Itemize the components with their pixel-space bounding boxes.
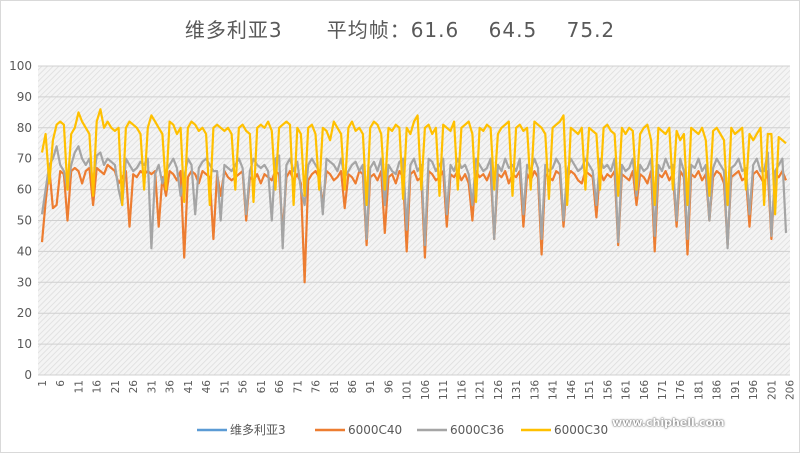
x-tick-label: 36 xyxy=(165,380,177,394)
x-tick-label: 151 xyxy=(584,380,596,400)
series-line-6000C30 xyxy=(40,108,787,216)
x-tick-label: 66 xyxy=(274,380,286,394)
x-tick-label: 91 xyxy=(365,380,377,393)
y-tick-label: 50 xyxy=(17,214,32,228)
x-tick-label: 51 xyxy=(219,380,231,393)
x-tick-label: 96 xyxy=(383,380,395,394)
legend-label: 6000C40 xyxy=(348,423,402,437)
x-tick-label: 11 xyxy=(73,380,85,393)
y-tick-label: 40 xyxy=(17,244,32,258)
x-tick-label: 146 xyxy=(566,380,578,400)
y-tick-label: 70 xyxy=(17,152,32,166)
legend-label: 维多利亚3 xyxy=(230,423,286,437)
x-tick-label: 206 xyxy=(785,380,797,400)
x-tick-label: 31 xyxy=(146,380,158,393)
x-tick-label: 161 xyxy=(621,380,633,400)
y-tick-label: 60 xyxy=(17,183,32,197)
y-tick-label: 30 xyxy=(17,275,32,289)
x-tick-label: 171 xyxy=(657,380,669,400)
y-tick-label: 0 xyxy=(24,368,32,382)
x-tick-label: 176 xyxy=(675,380,687,400)
x-tick-label: 111 xyxy=(438,380,450,400)
x-tick-label: 141 xyxy=(548,380,560,400)
x-tick-label: 41 xyxy=(183,380,195,393)
x-tick-label: 196 xyxy=(748,380,760,400)
x-tick-label: 131 xyxy=(511,380,523,400)
x-tick-label: 81 xyxy=(329,380,341,393)
x-tick-label: 76 xyxy=(311,380,323,394)
legend-label: 6000C36 xyxy=(450,423,504,437)
x-tick-label: 1 xyxy=(37,380,49,387)
watermark: www.chiphell.com xyxy=(612,416,725,429)
x-tick-label: 106 xyxy=(420,380,432,400)
chart-title: 维多利亚3 平均帧：61.6 64.5 75.2 xyxy=(184,18,616,42)
x-tick-label: 156 xyxy=(602,380,614,400)
x-tick-label: 56 xyxy=(238,380,250,394)
series-line-6000C40 xyxy=(40,163,788,284)
x-tick-label: 201 xyxy=(766,380,778,400)
x-tick-label: 71 xyxy=(292,380,304,393)
x-tick-label: 16 xyxy=(92,380,104,394)
y-tick-label: 20 xyxy=(17,306,32,320)
x-tick-label: 21 xyxy=(110,380,122,393)
y-tick-label: 10 xyxy=(17,337,32,351)
x-tick-label: 61 xyxy=(256,380,268,393)
x-tick-label: 181 xyxy=(693,380,705,400)
x-tick-label: 26 xyxy=(128,380,140,394)
x-tick-label: 121 xyxy=(475,380,487,400)
x-tick-label: 136 xyxy=(529,380,541,400)
x-tick-label: 6 xyxy=(55,380,67,387)
x-tick-label: 86 xyxy=(347,380,359,394)
x-tick-label: 186 xyxy=(712,380,724,400)
y-tick-label: 100 xyxy=(9,59,32,73)
x-tick-label: 126 xyxy=(493,380,505,400)
y-tick-label: 80 xyxy=(17,121,32,135)
x-tick-label: 46 xyxy=(201,380,213,394)
x-tick-label: 191 xyxy=(730,380,742,400)
legend-label: 6000C30 xyxy=(554,423,608,437)
y-tick-label: 90 xyxy=(17,90,32,104)
x-tick-label: 101 xyxy=(402,380,414,400)
x-tick-label: 116 xyxy=(456,380,468,400)
x-tick-label: 166 xyxy=(639,380,651,400)
